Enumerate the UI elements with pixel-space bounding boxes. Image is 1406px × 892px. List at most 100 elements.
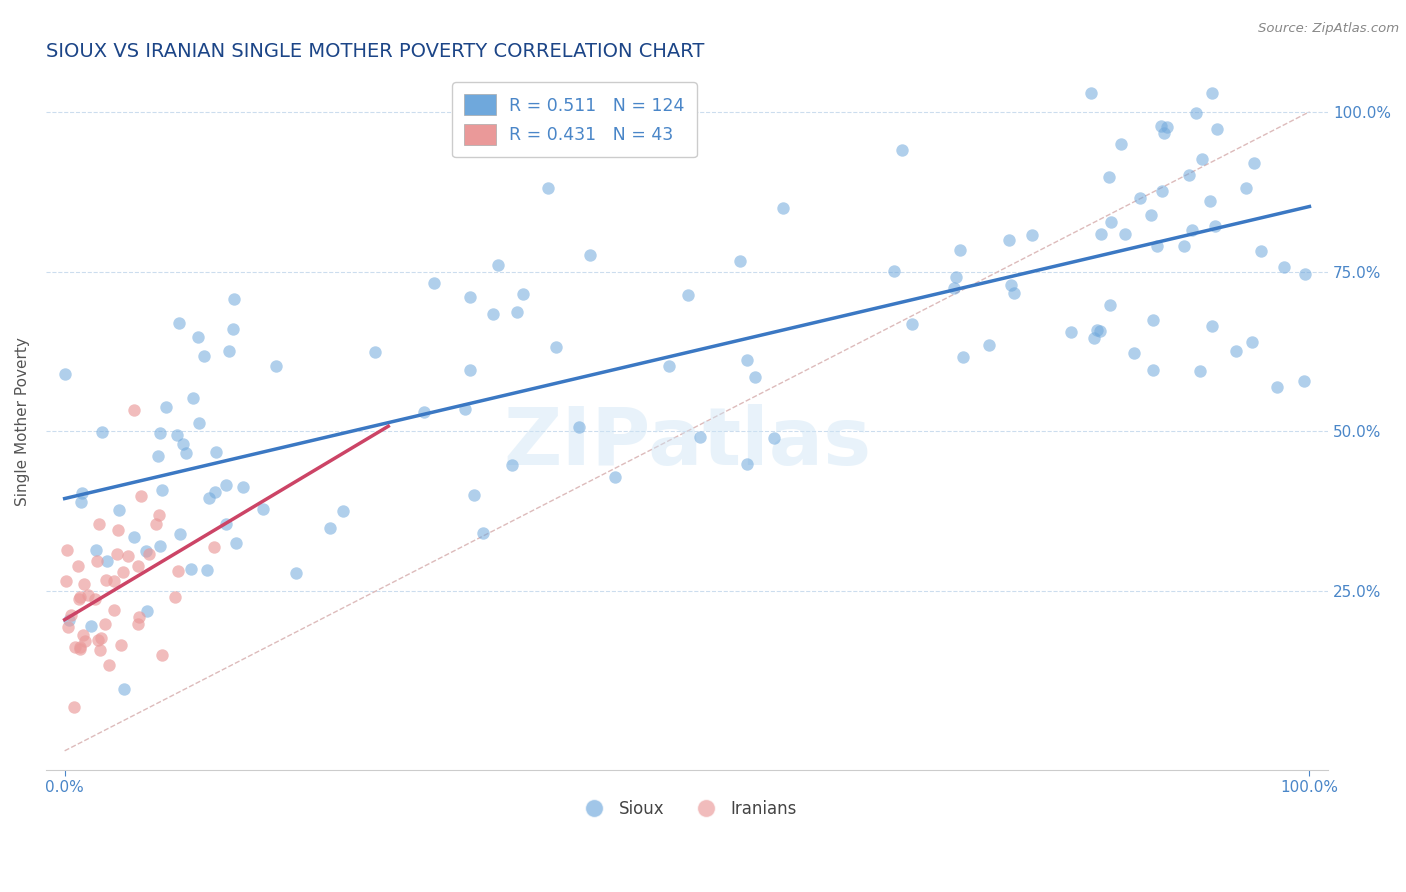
Point [744,370,766,384]
Point [108,503,131,517]
Point [1173,239,1195,253]
Point [122,402,145,417]
Point [1114,227,1136,242]
Point [1150,119,1173,133]
Point [215,478,238,492]
Point [86,554,108,568]
Point [84,592,107,607]
Point [1099,215,1122,229]
Point [55,574,77,589]
Point [94,574,117,588]
Text: SIOUX VS IRANIAN SINGLE MOTHER POVERTY CORRELATION CHART: SIOUX VS IRANIAN SINGLE MOTHER POVERTY C… [46,42,704,61]
Point [67,591,90,606]
Point [1250,244,1272,259]
Point [883,264,905,278]
Point [128,610,150,624]
Point [486,258,509,272]
Point [1201,86,1223,100]
Point [482,307,505,321]
Point [105,547,128,561]
Text: Source: ZipAtlas.com: Source: ZipAtlas.com [1258,22,1399,36]
Point [124,530,146,544]
Point [1098,169,1121,184]
Point [949,243,972,257]
Point [138,547,160,561]
Point [166,428,188,442]
Point [284,566,307,581]
Point [77,588,100,602]
Point [202,540,225,554]
Point [423,277,446,291]
Point [187,330,209,344]
Point [1199,194,1222,209]
Point [1146,239,1168,253]
Point [1088,325,1111,339]
Point [117,549,139,564]
Point [155,400,177,414]
Point [58,613,80,627]
Point [87,632,110,647]
Point [94,616,117,631]
Point [89,642,111,657]
Point [73,634,96,648]
Point [222,322,245,336]
Point [332,504,354,518]
Point [1080,86,1102,100]
Point [1083,331,1105,345]
Point [676,288,699,302]
Point [205,445,228,459]
Point [364,344,387,359]
Point [1129,191,1152,205]
Point [72,628,94,642]
Point [544,340,567,354]
Point [1060,326,1083,340]
Point [193,349,215,363]
Point [63,699,86,714]
Point [458,363,481,377]
Point [110,638,132,652]
Point [1234,180,1257,194]
Point [188,416,211,430]
Point [252,501,274,516]
Point [605,469,627,483]
Point [998,233,1021,247]
Point [225,536,247,550]
Point [112,681,135,696]
Point [127,617,149,632]
Point [512,287,534,301]
Point [127,558,149,573]
Point [1272,260,1295,275]
Point [84,543,107,558]
Point [977,338,1000,352]
Point [1150,184,1173,198]
Point [1098,298,1121,312]
Point [218,343,240,358]
Point [165,591,187,605]
Point [735,353,758,368]
Point [568,420,591,434]
Point [454,401,477,416]
Point [1021,227,1043,242]
Point [67,559,90,574]
Point [1142,363,1164,377]
Point [69,590,91,604]
Point [70,486,93,500]
Point [55,368,77,382]
Point [65,640,87,655]
Point [69,640,91,654]
Point [97,658,120,673]
Point [1090,227,1112,241]
Point [1000,278,1022,293]
Point [890,143,912,157]
Point [943,281,966,295]
Point [463,488,485,502]
Point [55,543,77,558]
Point [1185,106,1208,120]
Point [59,608,82,623]
Point [1178,168,1201,182]
Point [87,516,110,531]
Point [167,316,190,330]
Point [112,565,135,579]
Point [145,516,167,531]
Point [1191,152,1213,166]
